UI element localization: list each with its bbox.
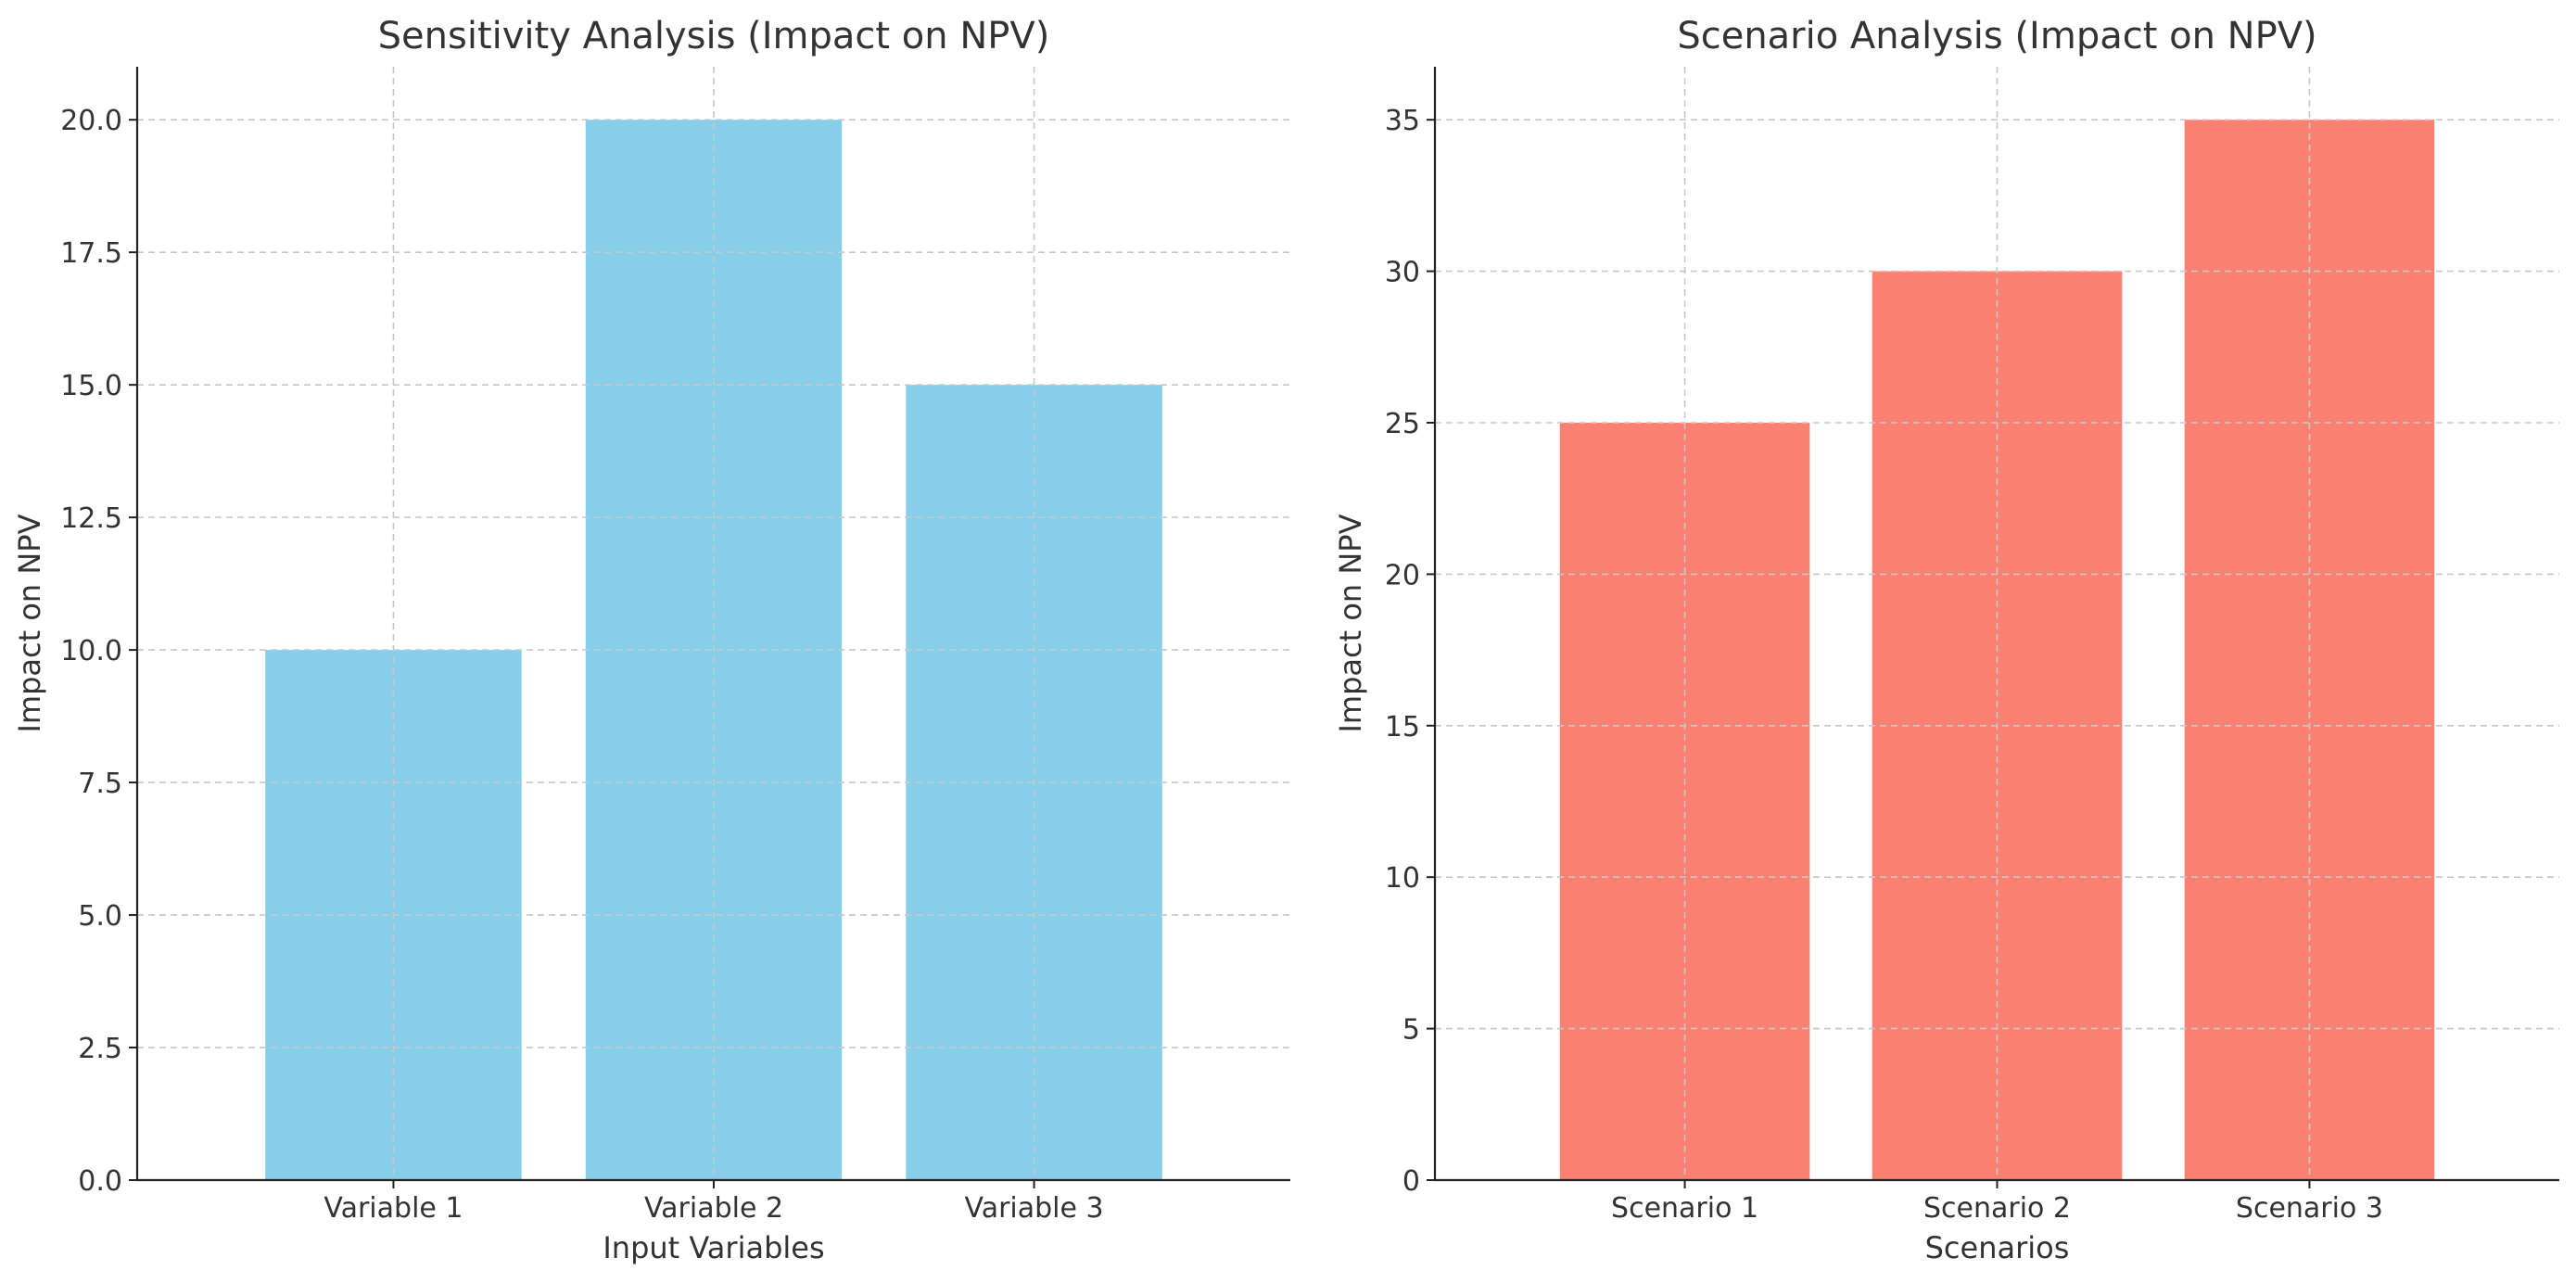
y-tick-label: 20.0 <box>60 105 122 137</box>
y-tick-label: 7.5 <box>78 768 122 800</box>
y-tick-label: 15.0 <box>60 370 122 402</box>
y-tick-label: 0.0 <box>78 1165 122 1198</box>
y-axis-label: Impact on NPV <box>1333 514 1368 732</box>
y-tick-label: 5 <box>1402 1014 1420 1047</box>
x-axis-label: Scenarios <box>1925 1230 2070 1265</box>
y-axis-label: Impact on NPV <box>12 514 47 732</box>
x-axis-label: Input Variables <box>603 1230 824 1265</box>
y-tick-label: 17.5 <box>60 237 122 270</box>
x-tick-label: Scenario 2 <box>1923 1192 2071 1225</box>
x-tick-label: Scenario 3 <box>2236 1192 2383 1225</box>
x-tick-label: Scenario 1 <box>1611 1192 1758 1225</box>
chart-title: Sensitivity Analysis (Impact on NPV) <box>378 15 1050 57</box>
y-tick-label: 25 <box>1385 408 1420 440</box>
y-tick-label: 10 <box>1385 862 1420 895</box>
axes-spines <box>1433 67 2559 1182</box>
chart-title: Scenario Analysis (Impact on NPV) <box>1677 15 2316 57</box>
y-tick-label: 30 <box>1385 257 1420 289</box>
x-tick-label: Variable 3 <box>965 1192 1104 1225</box>
y-tick-label: 2.5 <box>78 1033 122 1065</box>
y-tick-label: 15 <box>1385 711 1420 743</box>
y-tick-label: 0 <box>1402 1165 1420 1198</box>
x-tick-label: Variable 1 <box>324 1192 463 1225</box>
y-tick-label: 12.5 <box>60 502 122 535</box>
y-tick-label: 5.0 <box>78 900 122 933</box>
y-tick-label: 35 <box>1385 105 1420 137</box>
x-tick-label: Variable 2 <box>644 1192 783 1225</box>
y-tick-label: 20 <box>1385 559 1420 591</box>
axes-spines <box>135 67 1290 1182</box>
y-tick-label: 10.0 <box>60 635 122 667</box>
scenario-chart: 0 5 10 15 20 25 30 35 Scenario 1 Scenario 2 Scenar… <box>1333 15 2559 1265</box>
sensitivity-chart: 0.0 2.5 5.0 7.5 10.0 12.5 15.0 17.5 20.0 Variable… <box>12 15 1290 1265</box>
